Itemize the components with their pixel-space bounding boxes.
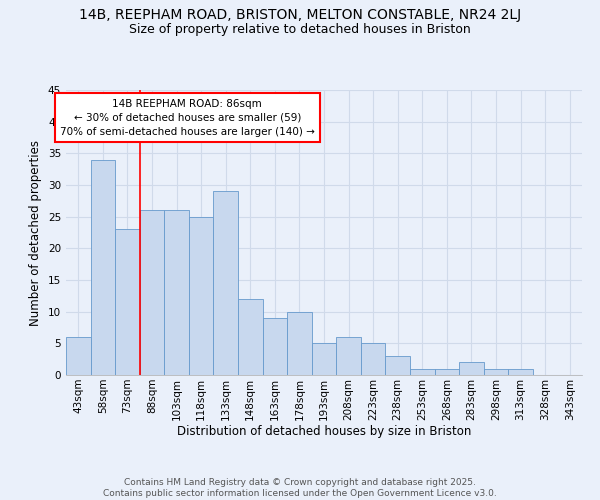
Bar: [336, 337, 361, 375]
Text: 14B, REEPHAM ROAD, BRISTON, MELTON CONSTABLE, NR24 2LJ: 14B, REEPHAM ROAD, BRISTON, MELTON CONST…: [79, 8, 521, 22]
Text: Contains HM Land Registry data © Crown copyright and database right 2025.
Contai: Contains HM Land Registry data © Crown c…: [103, 478, 497, 498]
Bar: [361, 344, 385, 375]
Bar: [263, 318, 287, 375]
Bar: [508, 368, 533, 375]
X-axis label: Distribution of detached houses by size in Briston: Distribution of detached houses by size …: [177, 426, 471, 438]
Bar: [115, 230, 140, 375]
Bar: [287, 312, 312, 375]
Text: 14B REEPHAM ROAD: 86sqm
← 30% of detached houses are smaller (59)
70% of semi-de: 14B REEPHAM ROAD: 86sqm ← 30% of detache…: [60, 98, 314, 136]
Bar: [459, 362, 484, 375]
Bar: [385, 356, 410, 375]
Bar: [434, 368, 459, 375]
Bar: [312, 344, 336, 375]
Bar: [164, 210, 189, 375]
Bar: [238, 299, 263, 375]
Bar: [140, 210, 164, 375]
Bar: [66, 337, 91, 375]
Bar: [214, 192, 238, 375]
Bar: [91, 160, 115, 375]
Text: Size of property relative to detached houses in Briston: Size of property relative to detached ho…: [129, 22, 471, 36]
Bar: [189, 216, 214, 375]
Bar: [410, 368, 434, 375]
Bar: [484, 368, 508, 375]
Y-axis label: Number of detached properties: Number of detached properties: [29, 140, 43, 326]
